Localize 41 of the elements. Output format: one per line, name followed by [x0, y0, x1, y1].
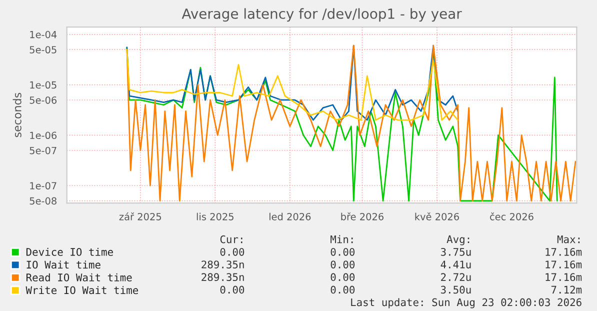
chart-title: Average latency for /dev/loop1 - by year [182, 8, 462, 22]
y-axis-title: seconds [12, 92, 22, 138]
x-tick-label: bře 2026 [341, 212, 384, 220]
x-tick-label: zář 2025 [119, 212, 161, 220]
text: Last update: Sun Aug 23 02:00:03 2026 [351, 298, 582, 308]
legend-label: Read IO Wait time [26, 273, 132, 282]
text: Cur: [220, 235, 242, 244]
y-tick-label: 5e-07 [30, 146, 56, 154]
y-tick-label: 5e-05 [30, 46, 56, 54]
text: 289.35n [202, 260, 244, 268]
text: 7.12m [551, 286, 582, 294]
text: 0.00 [220, 248, 244, 256]
text: 0.00 [330, 286, 355, 294]
x-tick-label: kvě 2026 [415, 212, 459, 220]
y-tick-label: 5e-06 [30, 96, 57, 104]
text: 289.35n [202, 273, 244, 282]
text: 0.00 [220, 286, 244, 294]
legend-label: Device IO time [26, 248, 113, 256]
text: 4.41u [440, 260, 471, 268]
text: Avg: [446, 235, 470, 246]
y-tick-label: 5e-08 [30, 197, 56, 205]
text: 3.75u [440, 248, 471, 256]
text: 3.50u [440, 286, 471, 294]
legend-label: IO Wait time [26, 260, 100, 269]
text: 0.00 [330, 248, 355, 256]
text: 17.16m [546, 273, 582, 282]
text: Min: [330, 235, 353, 244]
text: 0.00 [330, 260, 355, 268]
text: 0.00 [330, 273, 355, 282]
x-tick-label: čec 2026 [490, 212, 534, 220]
legend-label: Write IO Wait time [26, 286, 138, 294]
y-tick-label: 1e-05 [30, 81, 56, 89]
text: Max: [557, 235, 580, 244]
y-tick-label: 1e-07 [30, 182, 56, 190]
y-tick-label: 1e-04 [30, 30, 57, 38]
y-tick-label: 1e-06 [30, 132, 57, 140]
x-tick-label: led 2026 [269, 212, 311, 220]
text: 17.16m [546, 260, 582, 268]
text: 17.16m [546, 248, 582, 256]
text: 2.72u [441, 273, 471, 282]
x-tick-label: lis 2025 [196, 212, 234, 220]
